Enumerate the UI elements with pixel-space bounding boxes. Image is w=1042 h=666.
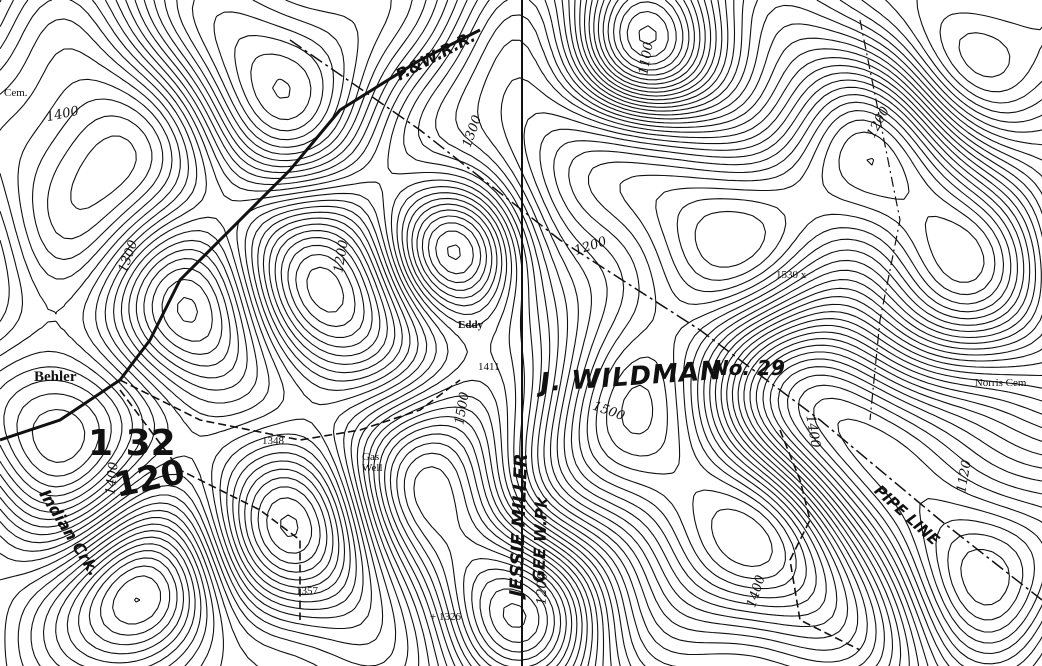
road-line (119, 379, 461, 441)
place-label-behler: Behler (34, 369, 77, 385)
road-line (779, 429, 861, 651)
well-number-label: No. 29 (712, 356, 785, 380)
trail-line (859, 19, 901, 421)
spot-height: 1348 (262, 435, 284, 447)
spot-height: 1357 (296, 585, 318, 597)
lease-owner-label: JESSIE MILLER (506, 453, 533, 597)
spot-height: 1530 x (776, 269, 807, 281)
place-label-cem: Cem. (4, 87, 28, 99)
place-label-eddy: Eddy (458, 319, 484, 331)
road-line (119, 389, 301, 620)
spot-height: 1411 (478, 361, 500, 373)
spot-height: + 1326 (430, 611, 461, 623)
pipeline-line (289, 39, 1042, 601)
railroad-line (0, 28, 481, 442)
place-label-gas-well: Gas Well (362, 451, 383, 474)
place-label-norris-cem: Norris Cem. (974, 377, 1030, 389)
lease-number-label: 1 32 (88, 423, 176, 464)
lease-owner-label: GEE W.Pk (529, 497, 552, 583)
